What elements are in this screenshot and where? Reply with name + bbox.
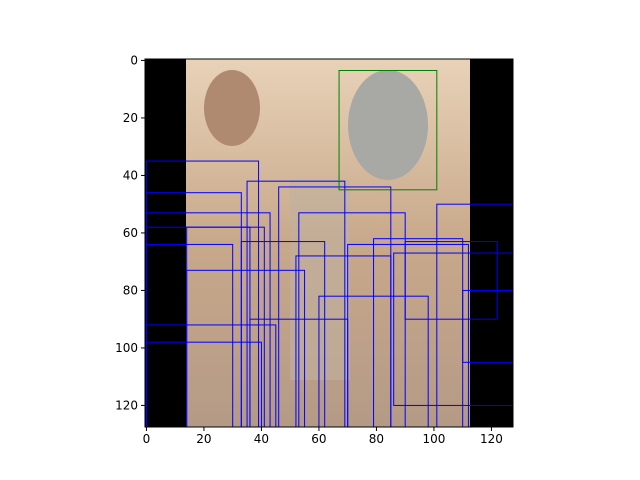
y-tick-label: 100 <box>115 341 138 355</box>
x-tick-label: 60 <box>311 432 326 446</box>
x-tick-label: 20 <box>196 432 211 446</box>
y-tick-label: 80 <box>123 283 138 297</box>
x-tick-label: 80 <box>369 432 384 446</box>
highlight-box <box>338 70 438 191</box>
y-tick-label: 40 <box>123 168 138 182</box>
x-tick-label: 120 <box>480 432 503 446</box>
y-tick-label: 60 <box>123 226 138 240</box>
y-tick-label: 20 <box>123 111 138 125</box>
image <box>145 59 513 427</box>
x-tick-label: 100 <box>422 432 445 446</box>
y-tick-label: 120 <box>115 398 138 412</box>
x-tick-label: 0 <box>143 432 151 446</box>
axes-frame <box>144 58 514 428</box>
x-tick-label: 40 <box>254 432 269 446</box>
y-tick-label: 0 <box>130 53 138 67</box>
bounding-box <box>404 241 498 320</box>
